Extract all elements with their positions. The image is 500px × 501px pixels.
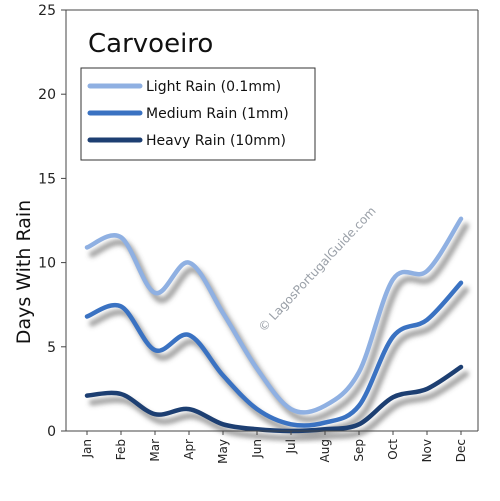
watermark: © LagosPortugalGuide.com — [256, 204, 379, 335]
legend-label-1: Light Rain (0.1mm) — [146, 79, 281, 95]
y-tick-label: 5 — [47, 340, 56, 356]
x-tick-label: Jan — [80, 439, 94, 459]
legend: Light Rain (0.1mm) Medium Rain (1mm) Heavy… — [80, 67, 316, 161]
x-tick-label: Sep — [352, 439, 366, 462]
x-tick-label: Nov — [420, 439, 434, 462]
y-tick-label: 0 — [47, 424, 56, 440]
series-line-1 — [84, 216, 464, 415]
y-tick-label: 15 — [38, 171, 56, 187]
x-tick-label: Dec — [454, 439, 468, 462]
y-tick-label: 20 — [38, 87, 56, 103]
legend-label-3: Heavy Rain (10mm) — [146, 133, 286, 149]
series-shadow — [89, 286, 469, 436]
y-tick-label: 25 — [38, 3, 56, 19]
y-axis-label: Days With Rain — [13, 200, 35, 344]
legend-items: Light Rain (0.1mm) Medium Rain (1mm) Heavy… — [87, 79, 289, 149]
y-tick-label: 10 — [38, 256, 56, 272]
series-shadow — [89, 222, 469, 423]
x-tick-label: Feb — [114, 439, 128, 460]
series-shadow — [89, 371, 469, 442]
y-axis-ticks: 0 5 10 15 20 25 — [38, 3, 66, 440]
x-tick-label: May — [216, 439, 230, 464]
x-tick-label: Oct — [386, 439, 400, 460]
x-tick-label: Jul — [284, 439, 298, 454]
x-tick-label: Aug — [318, 439, 332, 462]
legend-label-2: Medium Rain (1mm) — [146, 106, 289, 122]
series-shadows — [89, 222, 469, 442]
chart-title: Carvoeiro — [88, 29, 213, 59]
x-tick-label: Apr — [182, 439, 196, 460]
x-tick-label: Mar — [148, 439, 162, 462]
series-line-2 — [84, 280, 464, 428]
x-axis-ticks: Jan Feb Mar Apr May Jun Jul Aug Sep Oct Nov Dec — [80, 431, 468, 464]
x-tick-label: Jun — [250, 439, 264, 459]
